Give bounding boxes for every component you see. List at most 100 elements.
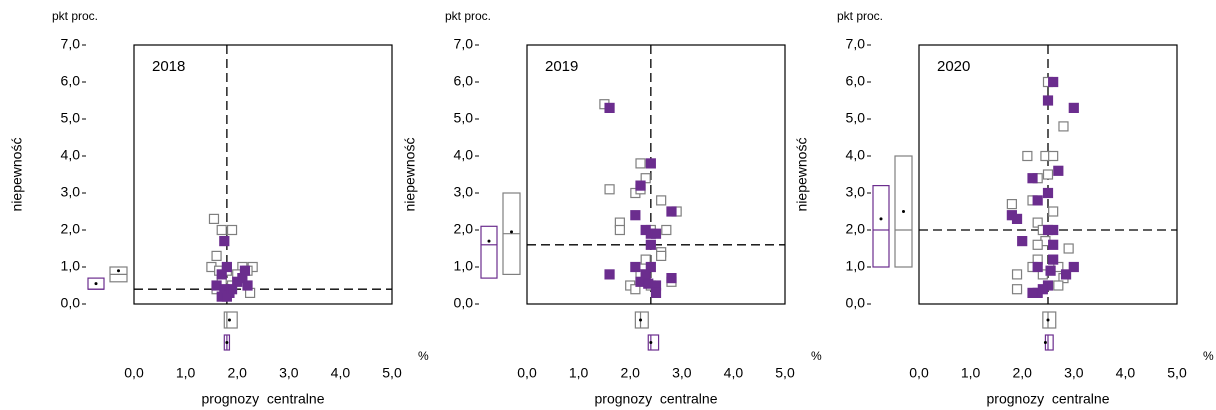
scatter-point (1011, 284, 1023, 295)
x-tick-label: 2,0 (620, 365, 640, 381)
scatter-point (1042, 95, 1054, 106)
scatter-point (635, 180, 646, 191)
y-tick-label: 3,0 (61, 184, 81, 200)
x-tick-label: 1,0 (176, 365, 196, 381)
x-axis-label: prognozy centralne (987, 391, 1110, 407)
y-tick-label: 0,0 (61, 295, 81, 311)
y-tick-label: 0,0 (846, 295, 866, 311)
scatter-point (1032, 239, 1043, 250)
x-unit: % (811, 349, 822, 363)
x-tick-label: 3,0 (1064, 365, 1084, 381)
y-box (872, 185, 890, 268)
scatter-point (650, 228, 662, 239)
scatter-point (242, 280, 253, 291)
x-tick-label: 5,0 (775, 365, 795, 381)
scatter-point (645, 239, 656, 250)
scatter-point (1053, 280, 1064, 291)
scatter-point (208, 213, 220, 224)
scatter-point (1032, 261, 1043, 273)
y-tick-label: 4,0 (61, 147, 81, 163)
scatter-point (1048, 76, 1059, 88)
plot-frame (133, 44, 393, 305)
y-box-mean (879, 217, 883, 221)
x-box-mean (227, 318, 231, 322)
plot-frame (526, 44, 786, 305)
panel-title: 2019 (545, 58, 578, 75)
scatter-point (1048, 150, 1059, 162)
y-box (480, 225, 498, 279)
scatter-point (661, 224, 672, 236)
scatter-point (1068, 102, 1079, 114)
y-tick-label: 2,0 (846, 221, 866, 237)
scatter-point (1006, 199, 1017, 210)
y-tick-label: 2,0 (61, 221, 81, 237)
y-tick-label: 0,0 (454, 295, 474, 311)
panel-title: 2018 (152, 58, 185, 75)
y-axis-label: niepewność (9, 138, 25, 212)
y-tick-label: 3,0 (846, 184, 866, 200)
x-tick-label: 4,0 (331, 365, 351, 381)
scatter-point (1042, 169, 1054, 180)
x-tick-label: 5,0 (1167, 365, 1187, 381)
y-box-mean (94, 282, 98, 286)
scatter-point (635, 158, 646, 169)
x-box-mean (639, 318, 643, 322)
x-axis-label: prognozy centralne (202, 391, 325, 407)
y-tick-label: 1,0 (454, 258, 474, 274)
y-tick-label: 7,0 (846, 36, 866, 52)
y-tick-label: 1,0 (846, 258, 866, 274)
y-tick-label: 2,0 (454, 221, 474, 237)
scatter-point (1032, 217, 1043, 228)
x-box-mean (649, 341, 653, 344)
y-axis-label: niepewność (794, 138, 810, 212)
y-axis-label: niepewność (402, 138, 418, 212)
scatter-point (1011, 269, 1023, 280)
scatter-point (630, 261, 641, 273)
x-tick-label: 4,0 (724, 365, 744, 381)
x-tick-label: 5,0 (382, 365, 402, 381)
scatter-point (1011, 213, 1023, 224)
scatter-point (219, 236, 230, 247)
y-unit: pkt proc. (837, 9, 883, 23)
y-tick-label: 5,0 (454, 110, 474, 126)
y-tick-label: 7,0 (454, 36, 474, 52)
scatter-point (666, 206, 677, 217)
y-tick-label: 6,0 (846, 73, 866, 89)
x-tick-label: 2,0 (1012, 365, 1032, 381)
scatter-point (211, 250, 222, 261)
x-tick-label: 0,0 (909, 365, 929, 381)
scatter-point (1048, 224, 1059, 236)
scatter-point (226, 284, 238, 295)
x-box-mean (225, 341, 229, 344)
scatter-point (630, 210, 641, 221)
scatter-point (640, 269, 651, 280)
x-box (647, 334, 660, 351)
scatter-point (221, 291, 232, 302)
scatter-point (1068, 261, 1079, 273)
scatter-point (1042, 187, 1054, 199)
scatter-point (1032, 195, 1043, 206)
x-unit: % (1203, 349, 1214, 363)
y-tick-label: 6,0 (454, 73, 474, 89)
x-tick-label: 1,0 (569, 365, 589, 381)
y-tick-label: 7,0 (61, 36, 81, 52)
y-tick-label: 3,0 (454, 184, 474, 200)
scatter-point (1048, 254, 1059, 265)
scatter-point (666, 273, 677, 284)
y-box-mean (487, 239, 491, 243)
y-tick-label: 6,0 (61, 73, 81, 89)
scatter-point (656, 195, 667, 206)
panel-title: 2020 (937, 58, 970, 75)
scatter-point (216, 269, 227, 280)
x-axis-label: prognozy centralne (595, 391, 718, 407)
scatter-point (1027, 287, 1038, 298)
x-box-mean (1043, 341, 1047, 344)
scatter-point (604, 184, 615, 195)
y-tick-label: 4,0 (454, 147, 474, 163)
x-tick-label: 3,0 (672, 365, 692, 381)
scatter-point (656, 250, 667, 261)
x-tick-label: 0,0 (517, 365, 537, 381)
scatter-point (1048, 239, 1059, 250)
scatter-point (216, 224, 227, 236)
